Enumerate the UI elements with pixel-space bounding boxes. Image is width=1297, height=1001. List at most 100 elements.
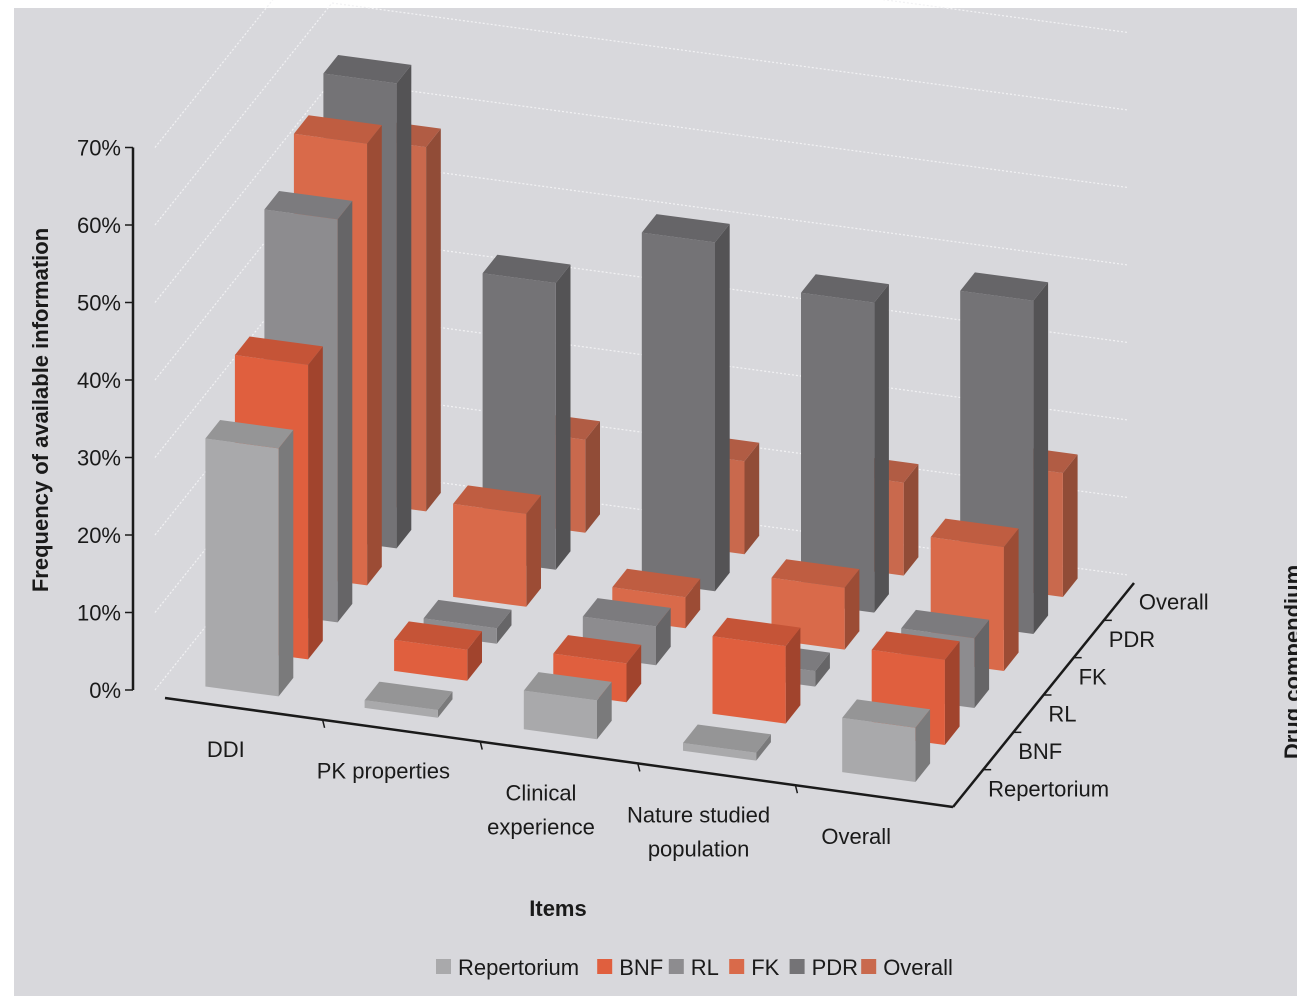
x-tick-mark (321, 719, 326, 728)
bar-side (585, 421, 600, 533)
legend-label: Repertorium (458, 955, 579, 980)
bar-front (394, 639, 468, 681)
bar-front (364, 700, 438, 718)
bar-side (815, 652, 830, 687)
bar-top (453, 485, 541, 514)
bar-top (801, 274, 889, 303)
legend-label: BNF (619, 955, 663, 980)
bar-top (423, 599, 512, 629)
x-axis-title: Items (529, 896, 586, 921)
bar-side (715, 223, 730, 592)
bar-top (205, 420, 294, 449)
bar-repertorium-overall (842, 699, 931, 782)
x-tick-mark (479, 741, 483, 750)
legend-item-repertorium: Repertorium (436, 955, 579, 980)
axis-layer (125, 146, 1135, 809)
bar-side (785, 627, 801, 724)
legend-label: PDR (812, 955, 858, 980)
bar-pdr-nature-studied-population (801, 274, 889, 613)
bar-front (801, 292, 875, 613)
bar-side (915, 709, 931, 782)
bar-fk-pk-properties (453, 485, 541, 607)
legend-label: RL (691, 955, 719, 980)
bar-repertorium-ddi (205, 420, 294, 697)
bar-top (323, 55, 412, 84)
bar-side (626, 644, 642, 703)
bars-layer (205, 55, 1078, 782)
bar-top (960, 272, 1049, 301)
bar-top (871, 631, 960, 660)
legend-label: Overall (883, 955, 953, 980)
y-tick-label: 40% (77, 368, 121, 393)
bar-repertorium-clinical-experience (523, 672, 612, 740)
x-tick-label-overall: Overall (821, 824, 891, 849)
legend-swatch (861, 959, 877, 974)
bar-front (453, 503, 527, 607)
bar-top (482, 254, 571, 283)
bar-top (394, 621, 482, 650)
bar-side (396, 64, 412, 549)
legend-swatch (597, 959, 613, 974)
bar-top (842, 699, 931, 728)
legend-item-pdr: PDR (789, 955, 858, 980)
bar-side (555, 264, 571, 570)
bar-side (437, 691, 453, 718)
labels-layer: 0% 10% 20% 30% 40% 50% 60% 70% DDI PK properties C… (77, 136, 1209, 862)
bar-front (205, 438, 279, 697)
bar-side (656, 607, 671, 666)
bar-side (278, 429, 294, 697)
bar-side (756, 734, 771, 761)
bar-top (293, 115, 382, 144)
x-axis-line (164, 696, 954, 809)
bar-top (364, 681, 453, 710)
bar-front (641, 232, 715, 592)
bar-side (944, 641, 960, 745)
depth-tick-label-fk: FK (1079, 664, 1107, 689)
x-tick-mark (794, 785, 799, 794)
legend-swatch (789, 959, 805, 974)
bar-bnf-pk-properties (394, 621, 482, 681)
legend-label: FK (751, 955, 779, 980)
bar-side (1062, 454, 1078, 597)
y-tick-label: 50% (77, 291, 121, 316)
bar-side (1003, 528, 1019, 671)
depth-tick-label-repertorium: Repertorium (988, 776, 1109, 801)
legend-swatch (729, 959, 745, 974)
bar-pdr-clinical-experience (641, 214, 730, 592)
bar-side (844, 569, 860, 650)
bar-side (367, 125, 382, 586)
y-tick-label: 70% (77, 136, 121, 161)
bar-top (523, 672, 612, 701)
bar-top (712, 617, 801, 647)
bar-front (523, 690, 597, 740)
bar-bnf-nature-studied-population (712, 617, 801, 724)
legend-item-fk: FK (729, 955, 780, 980)
bar-top (264, 191, 353, 220)
y-tick-label: 0% (89, 678, 121, 703)
bar-top (582, 598, 671, 627)
y-tick-label: 10% (77, 601, 121, 626)
bar-side (597, 681, 612, 740)
bar-side (874, 284, 889, 613)
bar-side (685, 578, 701, 629)
y-axis-title: Frequency of available information (28, 228, 53, 592)
bar-repertorium-pk-properties (364, 681, 453, 718)
bar-top (234, 336, 323, 365)
x-tick-label-clinical-experience: Clinical experience (487, 781, 595, 840)
bar-front (683, 743, 757, 761)
bar-side (467, 631, 482, 681)
bar-top (771, 559, 860, 588)
x-tick-label-nature-studied-population: Nature studied population (627, 802, 770, 861)
bar-top (901, 609, 990, 639)
bar-side (903, 464, 919, 576)
x-tick-label-ddi: DDI (207, 737, 245, 762)
bar-side (337, 200, 353, 623)
bar-repertorium-nature-studied-population (683, 724, 771, 761)
legend-item-bnf: BNF (597, 955, 663, 980)
legend-swatch (436, 959, 451, 974)
bar-side (526, 495, 541, 607)
legend-item-rl: RL (668, 955, 719, 980)
bar-top (930, 518, 1019, 547)
